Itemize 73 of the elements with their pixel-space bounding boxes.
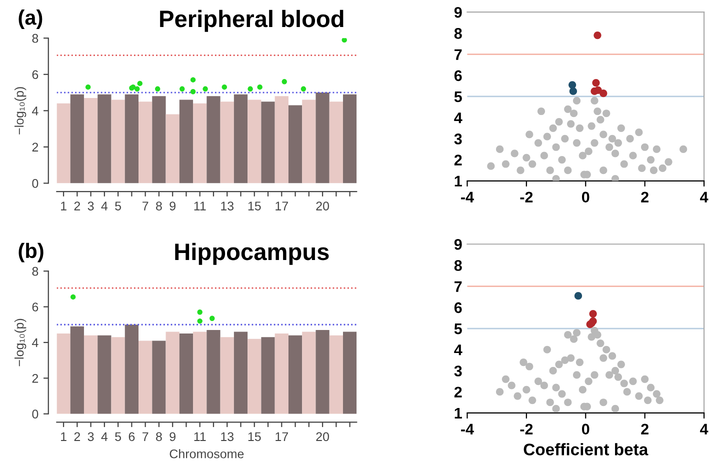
y-tick-label: 7 bbox=[454, 49, 462, 60]
x-tick-label: 3 bbox=[88, 432, 94, 442]
y-tick-label: 0 bbox=[32, 410, 38, 418]
x-tick-label: 17 bbox=[276, 202, 288, 210]
y-tick-label: 8 bbox=[454, 28, 462, 39]
y-axis-title: −log₁₀(p) bbox=[14, 318, 26, 366]
y-tick-label: 2 bbox=[32, 374, 38, 383]
x-tick-label: 0 bbox=[582, 424, 590, 435]
x-tick-label: 4 bbox=[101, 202, 108, 210]
x-tick-label: 7 bbox=[142, 202, 148, 210]
x-tick-label: 13 bbox=[221, 432, 234, 442]
y-tick-label: 5 bbox=[454, 92, 462, 102]
y-tick-label: 4 bbox=[454, 344, 462, 356]
y-tick-label: 6 bbox=[32, 302, 38, 312]
y-tick-label: 4 bbox=[32, 338, 38, 347]
x-axis-title: Chromosome bbox=[170, 449, 244, 458]
y-tick-label: 8 bbox=[32, 266, 38, 276]
x-axis-title: Coefficient beta bbox=[524, 443, 648, 456]
x-tick-label: 5 bbox=[115, 432, 122, 442]
y-tick-label: 4 bbox=[32, 106, 38, 116]
y-tick-label: 7 bbox=[454, 281, 462, 292]
y-tick-label: 6 bbox=[32, 70, 38, 80]
y-tick-label: 3 bbox=[454, 366, 462, 376]
y-tick-label: 4 bbox=[454, 112, 462, 124]
x-tick-label: -2 bbox=[520, 192, 533, 202]
x-tick-label: 8 bbox=[156, 202, 162, 210]
x-tick-label: 20 bbox=[316, 432, 330, 442]
y-tick-label: 3 bbox=[454, 134, 462, 144]
y-tick-label: 1 bbox=[454, 408, 462, 418]
text: (b) bbox=[18, 242, 44, 262]
x-tick-label: 2 bbox=[641, 424, 648, 434]
x-tick-label: 8 bbox=[156, 432, 162, 442]
x-tick-label: 2 bbox=[641, 192, 648, 202]
y-tick-label: 5 bbox=[454, 324, 462, 334]
x-tick-label: 20 bbox=[316, 202, 330, 210]
y-tick-label: 9 bbox=[454, 238, 462, 250]
x-tick-label: -4 bbox=[461, 192, 474, 202]
x-tick-label: 3 bbox=[88, 202, 94, 210]
x-tick-label: -2 bbox=[520, 424, 533, 434]
chart-title: Hippocampus bbox=[175, 242, 329, 265]
x-tick-label: 9 bbox=[170, 432, 176, 442]
y-tick-label: 8 bbox=[454, 260, 462, 271]
y-tick-label: 1 bbox=[454, 176, 462, 186]
chart-title: Peripheral blood bbox=[160, 10, 344, 32]
x-tick-label: 1 bbox=[61, 202, 66, 210]
y-tick-label: 6 bbox=[454, 70, 462, 82]
x-tick-label: 11 bbox=[194, 432, 206, 441]
x-tick-label: 2 bbox=[74, 432, 80, 441]
y-tick-label: 2 bbox=[32, 142, 38, 152]
x-tick-label: 4 bbox=[101, 432, 108, 441]
y-tick-label: 0 bbox=[32, 179, 38, 188]
x-tick-label: 2 bbox=[74, 202, 80, 210]
y-tick-label: 2 bbox=[454, 386, 462, 398]
x-tick-label: 4 bbox=[700, 424, 708, 434]
y-tick-label: 8 bbox=[32, 34, 38, 43]
x-tick-label: 13 bbox=[221, 202, 234, 210]
x-tick-label: 1 bbox=[61, 432, 66, 441]
x-tick-label: 5 bbox=[115, 202, 122, 210]
y-tick-label: 9 bbox=[454, 6, 462, 18]
y-axis-title: −log₁₀(p) bbox=[14, 87, 26, 134]
x-tick-label: 15 bbox=[248, 432, 261, 442]
x-tick-label: -4 bbox=[461, 424, 474, 434]
x-tick-label: 7 bbox=[142, 432, 148, 441]
y-tick-label: 6 bbox=[454, 302, 462, 314]
x-tick-label: 17 bbox=[276, 432, 288, 441]
y-tick-label: 2 bbox=[454, 154, 462, 166]
x-tick-label: 4 bbox=[700, 192, 708, 202]
x-tick-label: 15 bbox=[248, 202, 261, 210]
x-tick-label: 9 bbox=[170, 202, 176, 210]
x-tick-label: 11 bbox=[194, 202, 206, 210]
text: (a) bbox=[18, 10, 42, 29]
x-tick-label: 0 bbox=[582, 192, 590, 203]
x-tick-label: 6 bbox=[128, 432, 135, 442]
